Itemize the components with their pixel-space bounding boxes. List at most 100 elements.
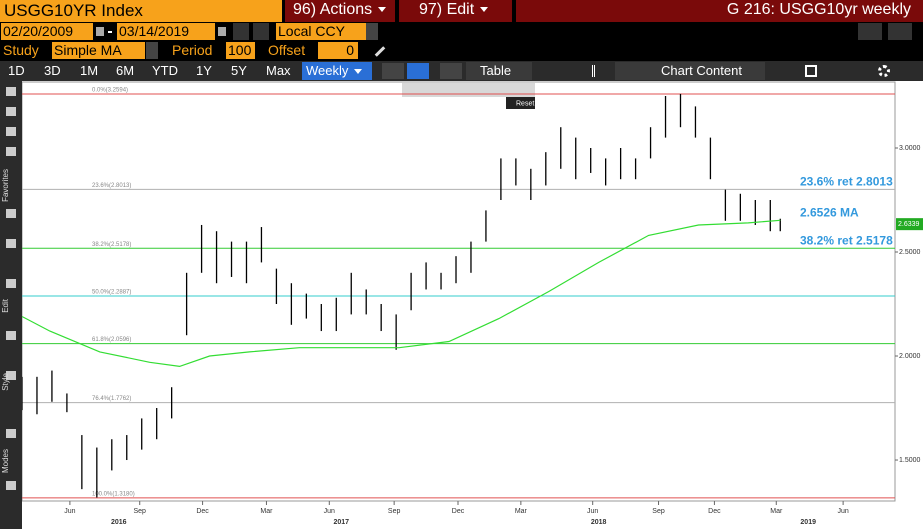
range-tab[interactable]: YTD bbox=[152, 63, 178, 78]
sidebar-section: Style bbox=[1, 373, 10, 391]
dash bbox=[108, 31, 112, 33]
pencil-icon[interactable] bbox=[374, 46, 386, 57]
x-tick-label: Mar bbox=[260, 508, 273, 515]
y-tick-label: 1.5000 bbox=[899, 457, 921, 464]
y-tick-label: 2.0000 bbox=[899, 353, 921, 360]
annotation: 23.6% ret 2.8013 bbox=[800, 175, 893, 189]
fib-label: 0.0%(3.2594) bbox=[92, 88, 128, 94]
x-tick-label: Mar bbox=[515, 508, 528, 515]
year-label: 2017 bbox=[333, 519, 349, 526]
fib-label: 38.2%(2.5178) bbox=[92, 242, 131, 248]
period-label: Period bbox=[172, 42, 213, 58]
frequency-label: Weekly bbox=[306, 63, 349, 78]
sidebar-section: Favorites bbox=[1, 169, 10, 202]
range-tab[interactable]: Max bbox=[266, 63, 291, 78]
start-date[interactable]: 02/20/2009 bbox=[1, 23, 93, 40]
y-tick-label: 3.0000 bbox=[899, 145, 921, 152]
tool-icon[interactable] bbox=[6, 107, 16, 116]
x-tick-label: Mar bbox=[770, 508, 783, 515]
range-tab[interactable]: 1D bbox=[8, 63, 25, 78]
chart: Reset 1.5000 2.0000 2.5000 3.0000 Jun Sep Dec M… bbox=[22, 81, 923, 529]
study-input[interactable]: Simple MA bbox=[52, 42, 145, 59]
bar-chart-button[interactable] bbox=[407, 63, 429, 79]
annotation: 38.2% ret 2.5178 bbox=[800, 233, 893, 247]
tool-icon[interactable] bbox=[6, 87, 16, 96]
x-tick-label: Sep bbox=[133, 508, 146, 515]
moving-average bbox=[22, 219, 781, 368]
tool-icon[interactable] bbox=[6, 209, 16, 218]
window-title: G 216: USGG10yr weekly bbox=[516, 0, 923, 22]
chart-type-dropdown[interactable] bbox=[440, 63, 462, 79]
prev-button[interactable] bbox=[233, 23, 249, 40]
edit-label: 97) Edit bbox=[419, 1, 475, 18]
calendar-icon[interactable] bbox=[218, 27, 226, 36]
chart-content-button[interactable]: Chart Content bbox=[615, 62, 765, 80]
reset-label: Reset bbox=[516, 100, 534, 107]
actions-menu[interactable]: 96) Actions bbox=[285, 0, 395, 22]
date-bar: 02/20/2009 03/14/2019 Local CCY bbox=[0, 22, 923, 41]
fib-label: 100.0%(1.3180) bbox=[92, 491, 135, 497]
sidebar: Favorites Edit Style Modes bbox=[0, 81, 22, 529]
range-tab[interactable]: 3D bbox=[44, 63, 61, 78]
x-tick-label: Dec bbox=[452, 508, 465, 515]
x-tick-label: Dec bbox=[196, 508, 209, 515]
period-input[interactable]: 100 bbox=[226, 42, 255, 59]
year-label: 2019 bbox=[800, 519, 816, 526]
x-tick-label: Jun bbox=[324, 508, 335, 515]
fib-label: 76.4%(1.7762) bbox=[92, 396, 131, 402]
undo-button[interactable] bbox=[858, 23, 882, 40]
settings-icon[interactable] bbox=[878, 65, 890, 77]
year-label: 2018 bbox=[591, 519, 607, 526]
collapse-icon[interactable] bbox=[592, 65, 606, 77]
offset-input[interactable]: 0 bbox=[318, 42, 358, 59]
year-label: 2016 bbox=[111, 519, 127, 526]
reset-button[interactable] bbox=[506, 97, 535, 109]
tool-icon[interactable] bbox=[6, 239, 16, 248]
tool-icon[interactable] bbox=[6, 331, 16, 340]
actions-label: 96) Actions bbox=[293, 1, 373, 18]
title-bar: USGG10YR Index 96) Actions 97) Edit G 21… bbox=[0, 0, 923, 22]
tool-icon[interactable] bbox=[6, 147, 16, 156]
calendar-icon[interactable] bbox=[96, 27, 104, 36]
fib-label: 23.6%(2.8013) bbox=[92, 183, 131, 189]
ticker[interactable]: USGG10YR Index bbox=[0, 0, 282, 22]
tool-icon[interactable] bbox=[6, 481, 16, 490]
x-tick-label: Jun bbox=[64, 508, 75, 515]
next-button[interactable] bbox=[253, 23, 269, 40]
range-tab[interactable]: 1Y bbox=[196, 63, 212, 78]
x-tick-label: Sep bbox=[388, 508, 401, 515]
plot-frame bbox=[22, 81, 896, 502]
x-tick-label: Sep bbox=[652, 508, 665, 515]
x-tick-label: Jun bbox=[587, 508, 598, 515]
last-price-box bbox=[896, 218, 923, 231]
tool-icon[interactable] bbox=[6, 429, 16, 438]
range-tab[interactable]: 1M bbox=[80, 63, 99, 78]
sidebar-section: Edit bbox=[1, 299, 10, 313]
range-bar: Weekly Table Chart Content 1D 3D 1M 6M YTD 1Y… bbox=[0, 61, 923, 81]
study-dropdown[interactable] bbox=[146, 42, 158, 59]
x-tick-label: Jun bbox=[837, 508, 848, 515]
edit-menu[interactable]: 97) Edit bbox=[399, 0, 512, 22]
sidebar-section: Modes bbox=[1, 449, 10, 474]
range-tab[interactable]: 6M bbox=[116, 63, 135, 78]
frequency[interactable]: Weekly bbox=[302, 62, 372, 80]
currency-dropdown[interactable] bbox=[366, 23, 378, 40]
tool-icon[interactable] bbox=[6, 371, 16, 380]
y-tick-label: 2.5000 bbox=[899, 249, 921, 256]
back-button[interactable] bbox=[888, 23, 912, 40]
end-date[interactable]: 03/14/2019 bbox=[117, 23, 215, 40]
annotation: 2.6526 MA bbox=[800, 205, 859, 219]
range-tab[interactable]: 5Y bbox=[231, 63, 247, 78]
annotate-icon[interactable] bbox=[805, 65, 817, 77]
fib-label: 50.0%(2.2887) bbox=[92, 290, 131, 296]
tool-icon[interactable] bbox=[6, 127, 16, 136]
x-tick-label: Dec bbox=[708, 508, 721, 515]
study-bar: Study Simple MA Period 100 Offset 0 bbox=[0, 41, 923, 61]
tool-icon[interactable] bbox=[6, 279, 16, 288]
last-price-label: 2.6339 bbox=[898, 221, 920, 228]
line-chart-button[interactable] bbox=[382, 63, 404, 79]
currency[interactable]: Local CCY bbox=[276, 23, 366, 40]
fib-label: 61.8%(2.0596) bbox=[92, 337, 131, 343]
table-button[interactable]: Table bbox=[466, 62, 532, 80]
